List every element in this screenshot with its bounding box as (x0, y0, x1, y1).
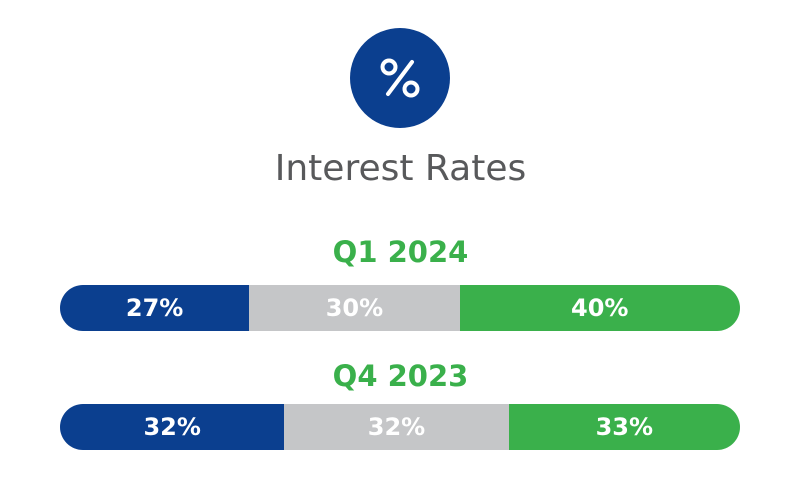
bar-segment-green-2: 33% (508, 404, 740, 450)
stacked-bar-q1-2024: 27% 30% 40% (60, 285, 740, 331)
stacked-bar-q4-2023: 32% 32% 33% (60, 404, 740, 450)
bar-segment-blue-1: 27% (60, 285, 250, 331)
bar-segment-gray-2: 32% (284, 404, 509, 450)
bar-segment-gray-1: 30% (249, 285, 460, 331)
bar-segment-green-1: 40% (459, 285, 740, 331)
period-label-q1-2024: Q1 2024 (332, 235, 469, 269)
percent-icon (380, 58, 420, 98)
bar-segment-blue-2: 32% (60, 404, 285, 450)
period-label-q4-2023: Q4 2023 (332, 359, 469, 393)
percent-icon-badge (350, 28, 450, 128)
chart-title: Interest Rates (274, 148, 527, 189)
